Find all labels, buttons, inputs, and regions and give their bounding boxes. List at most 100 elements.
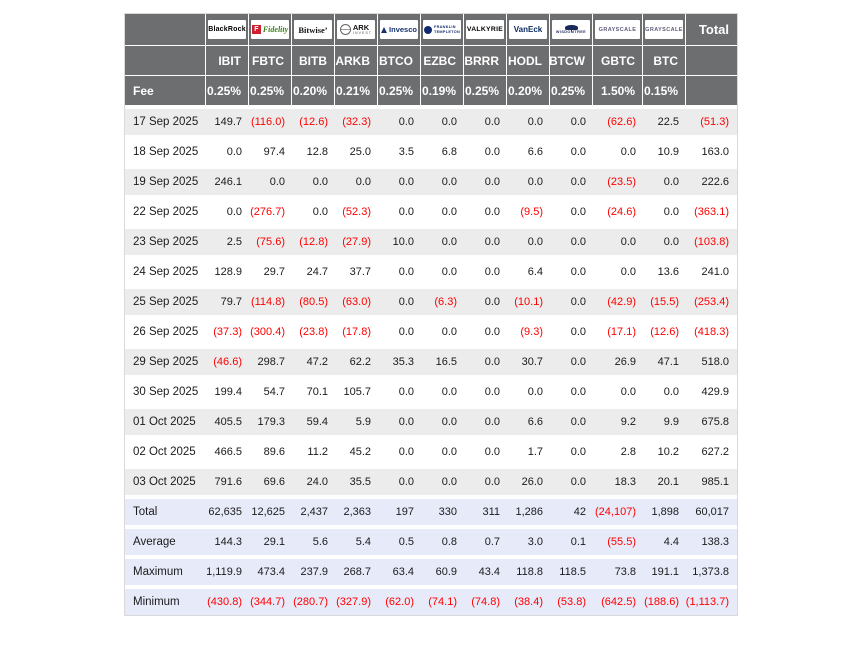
flow-value: 9.9 [663,416,679,428]
flow-value: 25.0 [349,146,371,158]
flow-value: 10.0 [392,236,414,248]
row-total: 241.0 [701,266,729,278]
fidelity-wordmark: Fidelity [262,25,289,34]
flow-value: 10.9 [657,146,679,158]
ticker-ezbc: EZBC [421,46,464,75]
fee-ibit: 0.25% [206,76,249,105]
flow-value: 0.0 [570,266,586,278]
flow-value: 10.2 [657,446,679,458]
flow-value: (46.6) [213,356,242,368]
row-total: (418.3) [694,326,729,338]
flow-value: (12.6) [299,116,328,128]
flow-value: (80.5) [299,296,328,308]
fee-btco: 0.25% [378,76,421,105]
row-label: 24 Sep 2025 [133,266,199,278]
row-total: 985.1 [701,476,729,488]
row-total: (253.4) [694,296,729,308]
flow-value: 26.0 [521,476,543,488]
flow-value: (280.7) [293,596,328,608]
flow-value: 0.0 [441,236,457,248]
flow-value: 62.2 [349,356,371,368]
invesco-triangle-icon [381,26,388,33]
vaneck-logo: VanEck [509,20,547,39]
flow-value: 20.1 [657,476,679,488]
row-total: 675.8 [701,416,729,428]
flow-value: (6.3) [434,296,457,308]
flow-value: 0.5 [398,536,414,548]
flow-value: 4.4 [663,536,679,548]
flow-value: 0.0 [663,206,679,218]
flow-value: 0.0 [398,116,414,128]
flow-value: 30.7 [521,356,543,368]
flow-value: (642.5) [601,596,636,608]
row-total: 60,017 [695,506,729,518]
flow-value: 62,635 [208,506,242,518]
flow-value: 199.4 [214,386,242,398]
table-body: 17 Sep 2025 149.7 (116.0) (12.6) (32.3) 0.0 0.… [125,109,737,615]
table-row: 26 Sep 2025 (37.3) (300.4) (23.8) (17.8) 0.0 0… [125,319,737,345]
flow-value: 26.9 [614,356,636,368]
flow-value: 37.7 [349,266,371,278]
flow-value: 0.0 [441,326,457,338]
wisdomtree-wordmark: WISDOMTREE [555,29,587,34]
fee-hodl: 0.20% [507,76,550,105]
flow-value: 0.0 [570,476,586,488]
flow-value: 6.8 [441,146,457,158]
ark-wordmark: ARK [352,23,370,32]
flow-value: 246.1 [214,176,242,188]
summary-row-average: Average 144.3 29.1 5.6 5.4 0.5 0.8 0.7 3.0 0.1 (55… [125,529,737,555]
flow-value: 9.2 [620,416,636,428]
row-total: 1,373.8 [692,566,729,578]
flow-value: 3.0 [527,536,543,548]
flow-value: 5.6 [312,536,328,548]
row-total: 627.2 [701,446,729,458]
flow-value: 0.0 [570,446,586,458]
flow-value: (344.7) [250,596,285,608]
flow-value: 2.8 [620,446,636,458]
fee-arkb: 0.21% [335,76,378,105]
bitwise-logo: Bitwise’ [294,20,332,39]
row-label: 19 Sep 2025 [133,176,199,188]
wisdomtree-logo: WISDOMTREE [552,20,590,39]
flow-value: 0.0 [226,146,242,158]
flow-value: (12.6) [650,326,679,338]
flow-value: 0.0 [441,386,457,398]
fee-btcw: 0.25% [550,76,593,105]
row-label: 03 Oct 2025 [133,476,196,488]
fidelity-f-icon: F [251,25,261,34]
row-label: 17 Sep 2025 [133,116,199,128]
flow-value: (38.4) [514,596,543,608]
flow-value: 0.0 [312,206,328,218]
flow-value: 0.1 [570,536,586,548]
flow-value: 330 [438,506,457,518]
provider-fidelity: F Fidelity [249,14,292,45]
flow-value: (63.0) [342,296,371,308]
flow-value: 0.0 [441,116,457,128]
flow-value: 59.4 [306,416,328,428]
row-total: 163.0 [701,146,729,158]
table-row: 01 Oct 2025 405.5 179.3 59.4 5.9 0.0 0.0 0.0 6.6… [125,409,737,435]
franklin-seal-icon [423,25,432,34]
row-total: (103.8) [694,236,729,248]
summary-row-total: Total 62,635 12,625 2,437 2,363 197 330 311 1,28… [125,499,737,525]
flow-value: 89.6 [263,446,285,458]
flow-value: 0.0 [663,386,679,398]
fee-row: Fee 0.25% 0.25% 0.20% 0.21% 0.25% 0.19% 0.25% 0.… [125,76,737,105]
ticker-gbtc: GBTC [593,46,643,75]
flow-value: (27.9) [342,236,371,248]
ticker-hodl: HODL [507,46,550,75]
provider-logo-row: BlackRock F Fidelity Bitwise’ ARK INVEST [125,14,737,46]
ticker-arkb: ARKB [335,46,378,75]
flow-value: (116.0) [250,116,285,128]
flow-value: 29.7 [263,266,285,278]
table-row: 19 Sep 2025 246.1 0.0 0.0 0.0 0.0 0.0 0.0 0.0 0.0… [125,169,737,195]
flow-value: 0.0 [441,416,457,428]
flow-value: 0.0 [398,206,414,218]
flow-value: 0.0 [441,266,457,278]
flow-value: 2,363 [343,506,371,518]
provider-grayscale-gbtc: GRAYSCALE [593,14,643,45]
flow-value: 0.0 [484,176,500,188]
flow-value: (62.6) [607,116,636,128]
ticker-fbtc: FBTC [249,46,292,75]
flow-value: 69.6 [263,476,285,488]
